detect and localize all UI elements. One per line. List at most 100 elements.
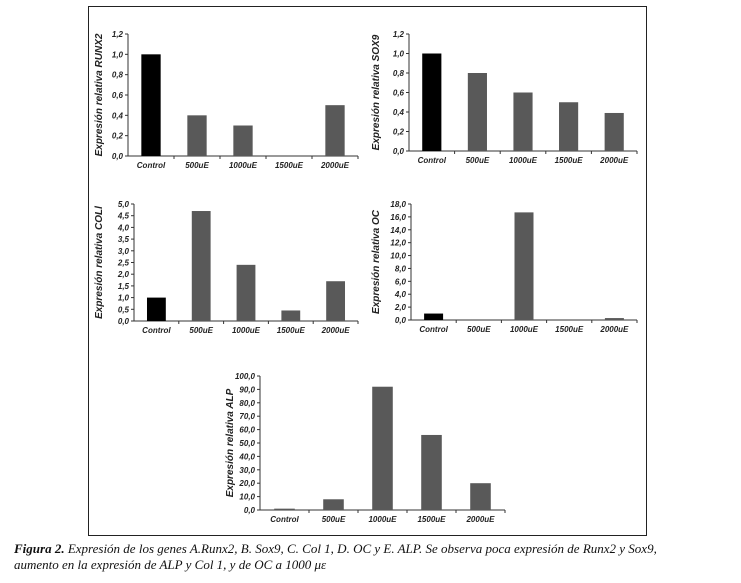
y-tick-label: 2,5 xyxy=(117,259,130,268)
x-tick-label: 1500uE xyxy=(417,515,446,524)
bar xyxy=(141,54,161,157)
y-tick-label: 0,6 xyxy=(112,91,124,100)
y-tick-label: 0,0 xyxy=(112,152,124,161)
y-tick-label: 2,0 xyxy=(117,270,130,279)
caption-lead: Figura 2. xyxy=(14,541,65,556)
x-tick-label: 1500uE xyxy=(555,325,584,334)
y-tick-label: 1,0 xyxy=(118,294,130,303)
y-tick-label: 16,0 xyxy=(390,213,406,222)
y-tick-label: 4,0 xyxy=(394,290,407,299)
bar xyxy=(326,281,346,321)
y-tick-label: 3,0 xyxy=(118,247,130,256)
bar xyxy=(467,73,487,151)
y-tick-label: 0,2 xyxy=(112,132,124,141)
bar xyxy=(146,297,166,321)
bar xyxy=(604,318,624,320)
y-tick-label: 80,0 xyxy=(239,399,255,408)
figure-frame xyxy=(88,6,647,536)
x-tick-label: 2000uE xyxy=(465,515,495,524)
bar xyxy=(233,125,253,156)
y-tick-label: 1,0 xyxy=(112,50,124,59)
bar xyxy=(281,310,301,321)
y-tick-label: 1,2 xyxy=(393,30,405,39)
x-tick-label: Control xyxy=(137,161,166,170)
y-tick-label: 3,5 xyxy=(118,235,130,244)
bar xyxy=(604,112,624,151)
caption-line1: Expresión de los genes A.Runx2, B. Sox9,… xyxy=(64,541,657,556)
y-tick-label: 4,0 xyxy=(117,223,130,232)
x-tick-label: 1000uE xyxy=(509,156,538,165)
y-axis-label: Expresión relativa COLl xyxy=(94,206,105,319)
y-tick-label: 1,0 xyxy=(393,50,405,59)
y-tick-label: 18,0 xyxy=(390,200,406,209)
bar xyxy=(559,102,579,151)
x-tick-label: Control xyxy=(419,325,448,334)
bar xyxy=(424,313,444,320)
y-tick-label: 0,6 xyxy=(393,89,405,98)
y-tick-label: 40,0 xyxy=(238,452,255,461)
y-tick-label: 6,0 xyxy=(395,277,407,286)
y-tick-label: 20,0 xyxy=(238,479,255,488)
x-tick-label: 1500uE xyxy=(275,161,304,170)
y-tick-label: 0,0 xyxy=(393,147,405,156)
y-axis-label: Expresión relativa ALP xyxy=(225,388,236,497)
bar xyxy=(191,211,211,321)
y-tick-label: 1,2 xyxy=(112,30,124,39)
x-tick-label: Control xyxy=(270,515,299,524)
y-tick-label: 8,0 xyxy=(395,264,407,273)
y-axis-label: Expresión relativa OC xyxy=(371,209,382,314)
y-axis-label: Expresión relativa SOX9 xyxy=(371,34,382,150)
x-tick-label: Control xyxy=(418,156,447,165)
y-tick-label: 0,0 xyxy=(395,316,407,325)
y-tick-label: 100,0 xyxy=(235,372,256,381)
bar xyxy=(513,92,533,151)
chart-alp: 0,0 10,0 20,0 30,0 40,0 50,0 60,0 70,0 80,0 90,0 1… xyxy=(225,372,506,524)
x-tick-label: 1000uE xyxy=(229,161,258,170)
bar xyxy=(274,508,295,510)
bar xyxy=(372,386,393,510)
y-tick-label: 60,0 xyxy=(239,426,255,435)
x-tick-label: 1500uE xyxy=(555,156,584,165)
bar xyxy=(470,483,491,510)
y-tick-label: 0,2 xyxy=(393,128,405,137)
x-tick-label: 1000uE xyxy=(232,326,261,335)
y-tick-label: 50,0 xyxy=(239,439,255,448)
x-tick-label: 1000uE xyxy=(368,515,397,524)
y-tick-label: 4,5 xyxy=(117,212,130,221)
x-tick-label: 500uE xyxy=(467,325,491,334)
y-tick-label: 30,0 xyxy=(239,466,255,475)
y-tick-label: 0,0 xyxy=(244,506,256,515)
x-tick-label: 2000uE xyxy=(599,156,629,165)
x-tick-label: 2000uE xyxy=(320,161,350,170)
y-tick-label: 0,4 xyxy=(112,111,124,120)
chart-sox9: 0,0 0,2 0,4 0,6 0,8 1,0 1,2 Control 500uE 1000uE 1… xyxy=(371,30,638,165)
y-tick-label: 0,8 xyxy=(393,69,405,78)
chart-oc: 0,0 2,0 4,0 6,0 8,0 10,0 12,0 14,0 16,0 18,0 Contr… xyxy=(371,200,638,334)
y-tick-label: 0,0 xyxy=(118,317,130,326)
y-tick-label: 10,0 xyxy=(390,252,406,261)
y-tick-label: 0,5 xyxy=(118,305,130,314)
caption-line2: aumento en la expresión de ALP y Col 1, … xyxy=(14,557,327,572)
y-tick-label: 10,0 xyxy=(239,493,255,502)
x-tick-label: 500uE xyxy=(322,515,346,524)
bar xyxy=(421,434,442,510)
y-axis-label: Expresión relativa RUNX2 xyxy=(94,33,105,156)
x-tick-label: 1500uE xyxy=(277,326,306,335)
x-tick-label: 2000uE xyxy=(599,325,629,334)
chart-col1: 0,0 0,5 1,0 1,5 2,0 2,5 3,0 3,5 4,0 4,5 5,0 Control… xyxy=(94,200,359,335)
bar xyxy=(325,105,345,156)
y-tick-label: 90,0 xyxy=(239,385,255,394)
bar xyxy=(187,115,207,156)
figure-caption: Figura 2. Expresión de los genes A.Runx2… xyxy=(14,541,734,573)
y-tick-label: 1,5 xyxy=(118,282,130,291)
bar xyxy=(422,53,442,151)
bar xyxy=(514,212,534,320)
chart-runx2: 0,0 0,2 0,4 0,6 0,8 1,0 1,2 Control 500uE 1000uE 1… xyxy=(94,30,359,170)
y-tick-label: 0,4 xyxy=(393,108,405,117)
x-tick-label: 1000uE xyxy=(510,325,539,334)
y-tick-label: 14,0 xyxy=(390,226,406,235)
x-tick-label: 500uE xyxy=(185,161,209,170)
y-tick-label: 70,0 xyxy=(239,412,255,421)
x-tick-label: Control xyxy=(142,326,171,335)
x-tick-label: 500uE xyxy=(466,156,490,165)
